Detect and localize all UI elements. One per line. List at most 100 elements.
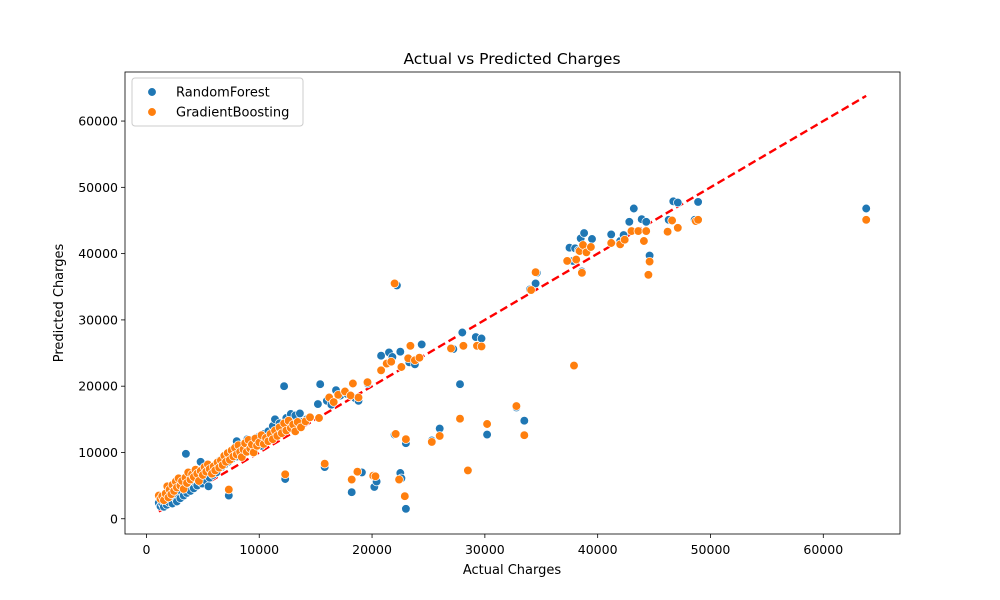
plot-area-frame [124, 71, 901, 535]
data-point [586, 242, 596, 252]
data-point [482, 419, 492, 429]
data-point [376, 351, 386, 361]
x-tick-label: 40000 [578, 542, 618, 557]
data-point [295, 408, 305, 419]
x-tick-label: 0 [142, 542, 150, 557]
data-points-layer [154, 196, 871, 514]
legend-marker [147, 87, 157, 97]
data-point [347, 474, 357, 485]
x-tick-label: 60000 [803, 542, 843, 557]
legend-label: GradientBoosting [176, 106, 289, 121]
data-point [279, 381, 289, 391]
data-point [606, 229, 616, 240]
data-point [606, 238, 616, 248]
data-point [526, 285, 536, 295]
data-point [181, 449, 191, 459]
y-tick-label: 20000 [78, 379, 118, 394]
data-point [446, 343, 456, 354]
data-point [673, 223, 683, 233]
data-point [395, 347, 405, 357]
data-point [345, 390, 356, 401]
data-point [641, 217, 651, 227]
data-point [320, 459, 330, 469]
data-point [400, 491, 410, 501]
data-point [414, 353, 425, 363]
data-point [224, 484, 234, 495]
legend-box [131, 77, 304, 127]
x-tick-label: 30000 [465, 542, 505, 557]
data-point [861, 203, 871, 214]
data-point [519, 430, 529, 440]
data-point [673, 197, 683, 208]
data-point [662, 227, 673, 237]
data-point [315, 379, 325, 389]
data-point [389, 278, 400, 289]
data-point [693, 197, 703, 207]
data-point [519, 416, 529, 426]
data-point [530, 278, 541, 289]
data-point [405, 341, 416, 351]
x-tick-label: 50000 [691, 542, 731, 557]
data-point [620, 235, 630, 245]
reference-line-layer [158, 94, 867, 513]
data-point [667, 215, 677, 226]
data-point [577, 268, 587, 278]
data-point [352, 467, 363, 477]
data-point [376, 365, 386, 375]
data-point [644, 256, 655, 267]
data-point [633, 226, 643, 236]
data-point [396, 362, 407, 372]
data-point [370, 471, 381, 481]
data-point [305, 412, 315, 422]
data-point [643, 270, 654, 280]
data-point [417, 339, 427, 350]
x-tick-label: 20000 [352, 542, 392, 557]
data-point [435, 431, 445, 441]
y-tick-label: 50000 [78, 180, 118, 195]
data-point [641, 226, 651, 236]
y-axis-label: Predicted Charges [52, 243, 67, 362]
data-point [624, 217, 634, 227]
data-point [639, 236, 649, 246]
data-point [579, 228, 589, 238]
x-axis: 0 10000 20000 30000 40000 50000 60000 [142, 534, 843, 557]
data-point [391, 429, 401, 439]
data-point [203, 481, 214, 491]
data-point [629, 203, 639, 214]
data-point [386, 357, 396, 367]
legend: RandomForest GradientBoosting [131, 77, 304, 127]
data-point [401, 434, 411, 444]
data-point [861, 215, 871, 225]
data-point [569, 360, 579, 371]
data-point [347, 487, 357, 497]
data-point [280, 469, 290, 479]
data-point [348, 378, 358, 389]
data-point [401, 504, 411, 514]
data-point [313, 399, 323, 409]
reference-line [158, 94, 867, 513]
data-point [511, 401, 522, 411]
y-tick-label: 10000 [78, 445, 118, 460]
data-point [463, 465, 473, 476]
data-point [394, 474, 404, 485]
data-point [530, 267, 541, 277]
legend-marker [147, 107, 157, 117]
data-point [482, 429, 492, 440]
data-point [362, 377, 373, 387]
data-point [571, 254, 581, 265]
data-point [693, 215, 703, 225]
data-point [476, 341, 487, 352]
y-tick-label: 40000 [78, 246, 118, 261]
data-point [562, 256, 572, 266]
data-point [455, 379, 465, 389]
data-point [329, 397, 339, 407]
data-point [427, 437, 437, 447]
chart-title: Actual vs Predicted Charges [403, 50, 620, 68]
data-point [314, 413, 324, 423]
data-point [458, 341, 469, 351]
legend-label: RandomForest [176, 86, 270, 101]
data-point [455, 414, 465, 424]
data-point [587, 234, 597, 244]
y-tick-label: 60000 [78, 114, 118, 129]
